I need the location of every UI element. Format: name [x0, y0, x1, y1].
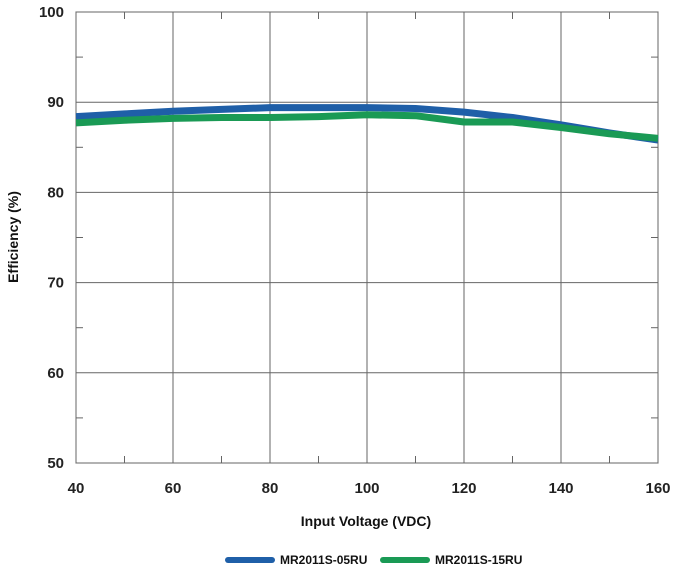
- x-tick-label: 60: [165, 480, 182, 497]
- x-tick-label: 40: [68, 480, 85, 497]
- y-tick-label: 60: [47, 365, 64, 382]
- legend-label-2: MR2011S-15RU: [435, 553, 522, 567]
- y-axis-title: Efficiency (%): [5, 191, 21, 283]
- y-tick-label: 80: [47, 184, 64, 201]
- x-tick-label: 100: [354, 480, 379, 497]
- x-tick-label: 120: [451, 480, 476, 497]
- axis-ticks: 40 60 80 100 120 140 160 50 60 70 80 90 100: [39, 4, 671, 497]
- y-tick-label: 100: [39, 4, 64, 21]
- x-axis-title: Input Voltage (VDC): [301, 513, 431, 529]
- series-line-2: [75, 111, 659, 142]
- x-tick-label: 140: [548, 480, 573, 497]
- grid: [75, 11, 659, 464]
- y-tick-label: 70: [47, 275, 64, 292]
- x-tick-label: 160: [645, 480, 670, 497]
- y-tick-label: 90: [47, 94, 64, 111]
- series-lines: [75, 104, 659, 144]
- legend-label-1: MR2011S-05RU: [280, 553, 367, 567]
- y-tick-label: 50: [47, 455, 64, 472]
- x-tick-label: 80: [262, 480, 279, 497]
- legend: MR2011S-05RU MR2011S-15RU: [225, 553, 522, 567]
